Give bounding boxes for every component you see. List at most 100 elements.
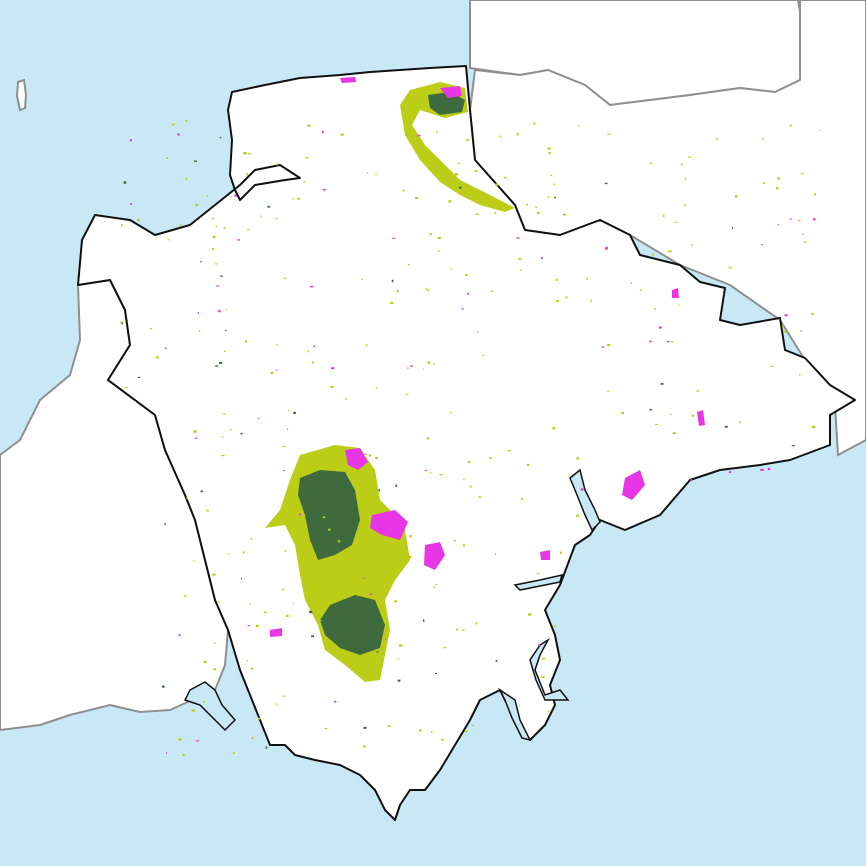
cover-speck (166, 752, 167, 754)
cover-speck (424, 469, 427, 472)
cover-speck (590, 299, 592, 303)
cover-speck (789, 218, 792, 220)
sparse-patch-sidmouth (697, 410, 705, 426)
cover-speck (212, 235, 216, 239)
cover-speck (784, 314, 788, 317)
dartmoor-dense-north (298, 470, 360, 560)
cover-speck (230, 195, 233, 198)
cover-speck (607, 133, 611, 135)
cover-speck (215, 263, 218, 265)
sparse-patch-dartmoor-ne (345, 448, 368, 470)
cover-speck (417, 134, 421, 137)
cover-speck (267, 205, 271, 208)
cover-speck (203, 660, 207, 664)
cover-speck (263, 611, 267, 614)
cover-speck (337, 540, 341, 543)
cover-speck (660, 383, 664, 385)
cover-speck (378, 489, 380, 492)
cover-speck (283, 695, 286, 697)
cover-speck (776, 187, 779, 190)
estuary-tamar (183, 681, 237, 732)
cover-speck (311, 361, 315, 364)
cover-speck (562, 213, 567, 216)
cover-speck (366, 344, 368, 347)
cover-speck (547, 710, 549, 713)
cover-speck (225, 309, 228, 311)
cover-speck (419, 729, 422, 732)
cover-speck (258, 717, 261, 720)
cover-speck (489, 457, 492, 459)
cover-speck (553, 183, 555, 186)
cover-speck (285, 614, 289, 617)
cover-speck (313, 345, 316, 347)
cover-speck (541, 676, 545, 678)
cover-speck (284, 277, 287, 280)
cover-speck (478, 496, 482, 498)
cover-speck (683, 204, 686, 207)
cover-speck (715, 138, 719, 140)
cover-speck (363, 726, 367, 729)
cover-speck (250, 538, 253, 540)
cover-speck (375, 387, 378, 389)
cover-speck (728, 471, 731, 473)
cover-speck (307, 350, 309, 353)
cover-speck (576, 457, 580, 460)
cover-speck (185, 120, 188, 122)
cover-speck (198, 330, 201, 332)
cover-speck (297, 197, 301, 200)
cover-speck (482, 354, 485, 357)
cover-speck (678, 304, 680, 306)
cover-speck (363, 577, 365, 579)
cover-speck (803, 241, 807, 243)
cover-speck (800, 330, 802, 332)
cover-speck (655, 423, 658, 425)
cover-speck (547, 196, 550, 198)
cover-speck (691, 244, 693, 247)
cover-speck (149, 328, 152, 330)
sparse-patch-dartmoor-east (370, 510, 408, 540)
cover-speck (639, 289, 642, 292)
cover-speck (221, 454, 225, 457)
cover-speck (439, 474, 443, 476)
cover-speck (260, 215, 262, 217)
cover-speck (319, 620, 322, 622)
cover-speck (427, 361, 430, 364)
cover-speck (394, 600, 397, 603)
cover-speck (390, 301, 394, 304)
cover-speck (454, 173, 459, 176)
cover-speck (430, 471, 432, 474)
cover-speck (433, 586, 436, 589)
cover-speck (649, 340, 652, 343)
cover-speck (265, 746, 268, 749)
cover-speck (200, 490, 204, 493)
cover-speck (520, 269, 522, 271)
cover-speck (206, 509, 209, 512)
cover-speck (458, 162, 460, 165)
cover-speck (782, 325, 784, 327)
cover-speck (392, 237, 395, 239)
cover-speck (246, 173, 248, 176)
cover-speck (178, 634, 181, 637)
cover-speck (247, 153, 252, 155)
cover-speck (450, 267, 452, 270)
cover-speck (427, 289, 430, 292)
cover-speck (354, 476, 358, 478)
cover-speck (462, 307, 464, 310)
estuary-kingsbridge (498, 687, 532, 742)
cover-speck (440, 738, 445, 741)
cover-speck (276, 703, 278, 706)
cover-speck (167, 239, 170, 241)
cover-speck (211, 217, 215, 220)
cover-speck (552, 427, 556, 430)
cover-speck (777, 177, 780, 180)
cover-speck (550, 174, 553, 176)
cover-speck (375, 174, 378, 176)
cover-speck (206, 195, 208, 197)
sparse-patch-northcoast (340, 77, 356, 83)
cover-speck (358, 671, 361, 674)
land-cover-layer (265, 77, 705, 682)
cover-speck (467, 292, 469, 295)
cover-speck (761, 244, 763, 246)
cover-speck (462, 629, 465, 631)
cover-speck (691, 414, 695, 417)
